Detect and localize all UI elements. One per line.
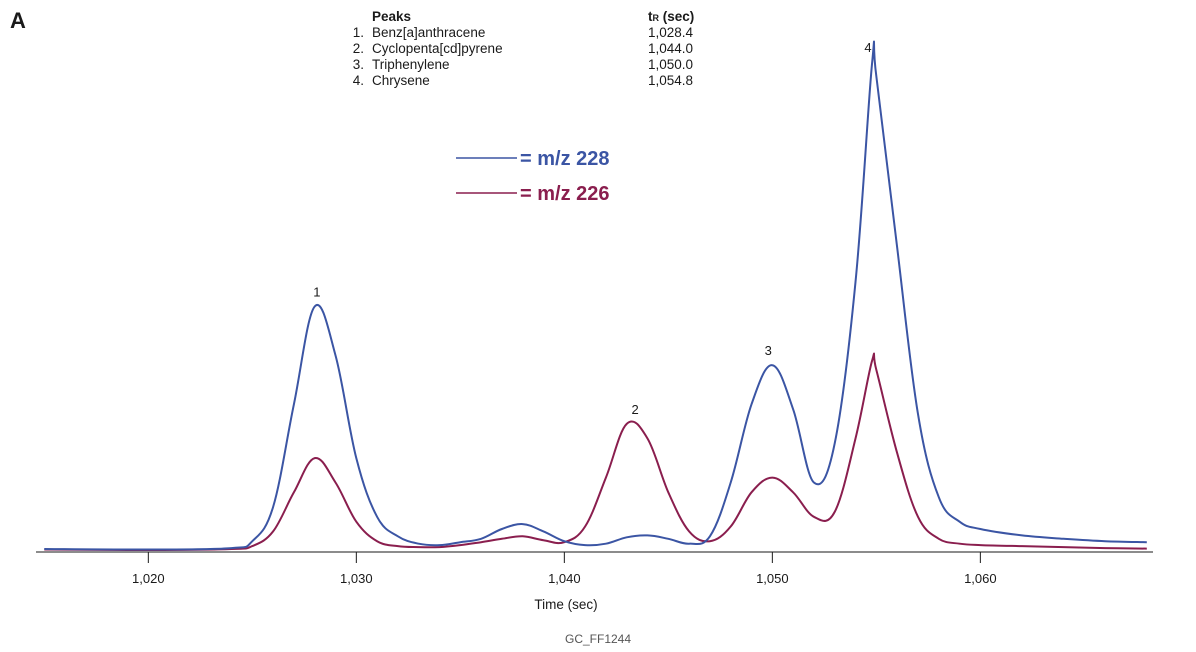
legend: = m/z 228 = m/z 226 — [456, 148, 610, 205]
legend-label: = m/z 228 — [520, 148, 610, 170]
x-tick-label: 1,060 — [964, 571, 997, 586]
x-tick-label: 1,040 — [548, 571, 581, 586]
plot-lines — [44, 40, 1147, 552]
peak-name: Cyclopenta[cd]pyrene — [372, 41, 503, 56]
figure-id: GC_FF1244 — [564, 632, 632, 646]
x-tick-label: 1,050 — [756, 571, 789, 586]
peak-time: 1,044.0 — [648, 41, 694, 56]
peak-time: 1,054.8 — [648, 73, 694, 88]
peak-label: 1 — [313, 285, 320, 300]
peak-label: 4 — [864, 40, 871, 55]
retention-time-header: tR (sec) — [648, 9, 695, 24]
x-tick-label: 1,020 — [132, 571, 165, 586]
x-axis-title: Time (sec) — [534, 597, 597, 612]
series-line — [44, 40, 1147, 551]
x-axis: 1,020 1,030 1,040 1,050 1,060 — [36, 551, 1153, 586]
peak-name: Triphenylene — [372, 57, 450, 72]
peaks-header: Peaks — [372, 9, 412, 24]
peak-name: Benz[a]anthracene — [372, 25, 486, 40]
series-line — [44, 352, 1147, 552]
legend-label: = m/z 226 — [520, 183, 610, 205]
panel-label: A — [10, 8, 26, 33]
peak-name: Chrysene — [372, 73, 430, 88]
peak-number: 4. — [352, 73, 364, 88]
peak-number: 1. — [352, 25, 364, 40]
x-tick-label: 1,030 — [340, 571, 373, 586]
peak-time: 1,028.4 — [648, 25, 694, 40]
peak-number: 2. — [352, 41, 364, 56]
peak-label: 3 — [765, 343, 772, 358]
peak-label: 2 — [631, 402, 638, 417]
peak-number: 3. — [352, 57, 364, 72]
peak-time: 1,050.0 — [648, 57, 694, 72]
peak-annotations: 1 2 3 4 — [313, 40, 871, 417]
